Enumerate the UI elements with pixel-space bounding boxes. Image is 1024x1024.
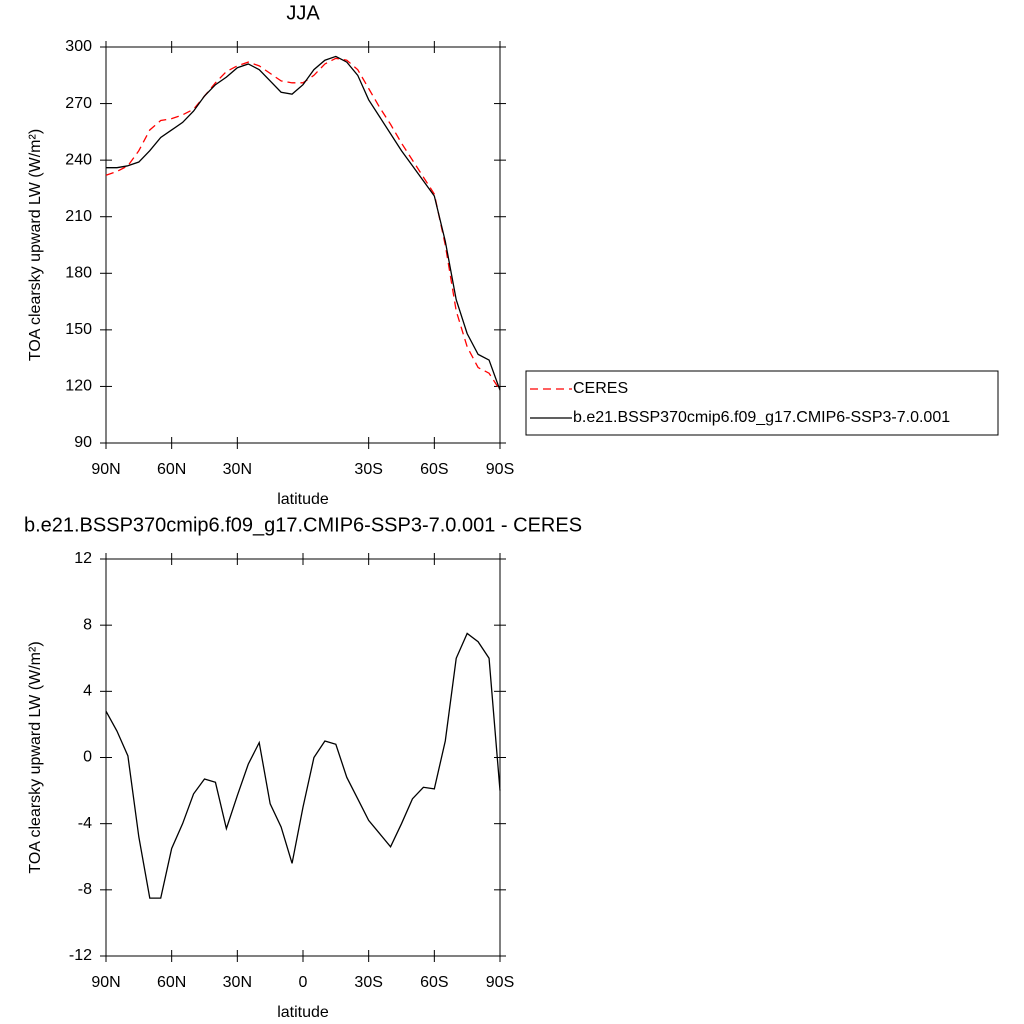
y-tick-label: -4 <box>78 815 92 832</box>
data-line <box>106 55 501 391</box>
y-tick-label: 150 <box>65 321 92 338</box>
x-tick-label: 60S <box>420 461 448 478</box>
x-tick-label: 60N <box>157 974 186 991</box>
y-tick-label: 240 <box>65 151 92 168</box>
data-line <box>105 632 501 899</box>
chart-title: JJA <box>286 2 320 24</box>
x-tick-label: 30N <box>223 974 252 991</box>
y-tick-label: 8 <box>83 616 92 633</box>
y-axis-label: TOA clearsky upward LW (W/m²) <box>27 641 44 873</box>
chart-title: b.e21.BSSP370cmip6.f09_g17.CMIP6-SSP3-7.… <box>24 514 582 536</box>
x-tick-label: 30S <box>354 461 382 478</box>
y-tick-label: 12 <box>74 550 92 567</box>
y-tick-label: -8 <box>78 881 92 898</box>
y-tick-label: 270 <box>65 95 92 112</box>
y-tick-label: 0 <box>83 749 92 766</box>
x-axis-label: latitude <box>277 491 329 508</box>
x-tick-label: 60S <box>420 974 448 991</box>
legend-label: b.e21.BSSP370cmip6.f09_g17.CMIP6-SSP3-7.… <box>573 409 950 426</box>
x-axis-label: latitude <box>277 1004 329 1021</box>
x-tick-label: 30N <box>223 461 252 478</box>
y-tick-label: 90 <box>74 434 92 451</box>
plot-frame <box>105 46 501 444</box>
y-tick-label: 120 <box>65 378 92 395</box>
y-tick-label: 300 <box>65 38 92 55</box>
y-tick-label: 210 <box>65 208 92 225</box>
y-tick-label: 4 <box>83 683 92 700</box>
x-tick-label: 90N <box>91 461 120 478</box>
y-axis-label: TOA clearsky upward LW (W/m²) <box>27 129 44 361</box>
x-tick-label: 30S <box>354 974 382 991</box>
x-tick-label: 90S <box>486 461 514 478</box>
data-line <box>105 57 501 391</box>
legend-label: CERES <box>573 380 628 397</box>
y-tick-label: -12 <box>69 947 92 964</box>
x-tick-label: 0 <box>299 974 308 991</box>
legend-box <box>525 370 999 436</box>
x-tick-label: 90N <box>91 974 120 991</box>
x-tick-label: 60N <box>157 461 186 478</box>
x-tick-label: 90S <box>486 974 514 991</box>
y-tick-label: 180 <box>65 265 92 282</box>
